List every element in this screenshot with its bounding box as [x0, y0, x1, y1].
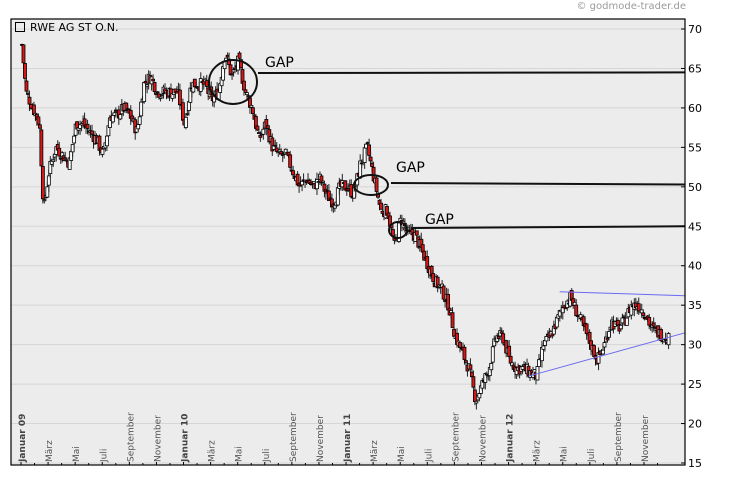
- x-tick-label: März: [370, 440, 380, 462]
- x-tick-label: Mai: [235, 446, 245, 462]
- y-tick-label: 30: [688, 339, 702, 352]
- x-tick-label: September: [289, 412, 299, 462]
- trendlines: [528, 291, 686, 377]
- y-tick-label: 50: [688, 181, 702, 194]
- x-tick-label: März: [208, 440, 218, 462]
- y-tick-label: 40: [688, 260, 702, 273]
- legend-box-icon: [15, 22, 25, 32]
- trendline: [528, 332, 686, 377]
- trendline: [559, 291, 686, 297]
- gap-line: [257, 71, 686, 74]
- gap-ellipse: [208, 59, 258, 105]
- y-axis: 15 20 25 30 35 40 45 50 55 60 65 70: [681, 23, 702, 470]
- x-tick-label: September: [614, 412, 624, 462]
- x-tick-label: Januar 10: [181, 414, 191, 463]
- candles: [20, 43, 671, 410]
- chart-title-text: RWE AG ST O.N.: [30, 21, 119, 34]
- gap-annotations: GAP GAP GAP: [208, 55, 686, 239]
- gap-label: GAP: [396, 160, 425, 176]
- y-tick-label: 15: [688, 457, 702, 470]
- x-tick-label: November: [478, 415, 488, 462]
- gap-ellipse: [353, 174, 389, 196]
- x-tick-label: Mai: [560, 446, 570, 462]
- gap-line: [410, 225, 686, 229]
- y-tick-label: 35: [688, 299, 702, 312]
- x-tick-label: Juli: [99, 449, 109, 463]
- x-tick-label: Juli: [424, 449, 434, 463]
- x-tick-label: September: [126, 412, 136, 462]
- x-tick-label: Mai: [72, 446, 82, 462]
- chart-title: RWE AG ST O.N.: [15, 21, 119, 34]
- x-tick-label: März: [45, 440, 55, 462]
- plot-background: [11, 19, 685, 465]
- x-tick-label: Mai: [397, 446, 407, 462]
- gap-label: GAP: [265, 55, 294, 71]
- plot-frame: [10, 18, 686, 466]
- gap-ellipse: [388, 221, 408, 239]
- y-tick-label: 60: [688, 102, 702, 115]
- x-tick-label: November: [316, 415, 326, 462]
- x-tick-label: Juli: [262, 449, 272, 463]
- copyright-credit: © godmode-trader.de: [576, 1, 687, 12]
- y-tick-label: 70: [688, 23, 702, 36]
- x-tick-label: Juli: [587, 449, 597, 463]
- y-tick-label: 25: [688, 378, 702, 391]
- x-tick-label: März: [533, 440, 543, 462]
- y-tick-label: 55: [688, 141, 702, 154]
- y-tick-label: 20: [688, 418, 702, 431]
- x-tick-label: Januar 11: [343, 414, 353, 463]
- gap-label: GAP: [425, 212, 454, 228]
- x-axis: Januar 09 März Mai Juli September November Jan…: [18, 412, 659, 465]
- x-tick-label: November: [641, 415, 651, 462]
- y-tick-label: 45: [688, 220, 702, 233]
- x-tick-label: Januar 12: [506, 414, 516, 463]
- x-tick-label: September: [451, 412, 461, 462]
- gap-line: [390, 182, 686, 186]
- y-tick-label: 65: [688, 62, 702, 75]
- x-tick-label: Januar 09: [18, 414, 28, 463]
- x-tick-label: November: [153, 415, 163, 462]
